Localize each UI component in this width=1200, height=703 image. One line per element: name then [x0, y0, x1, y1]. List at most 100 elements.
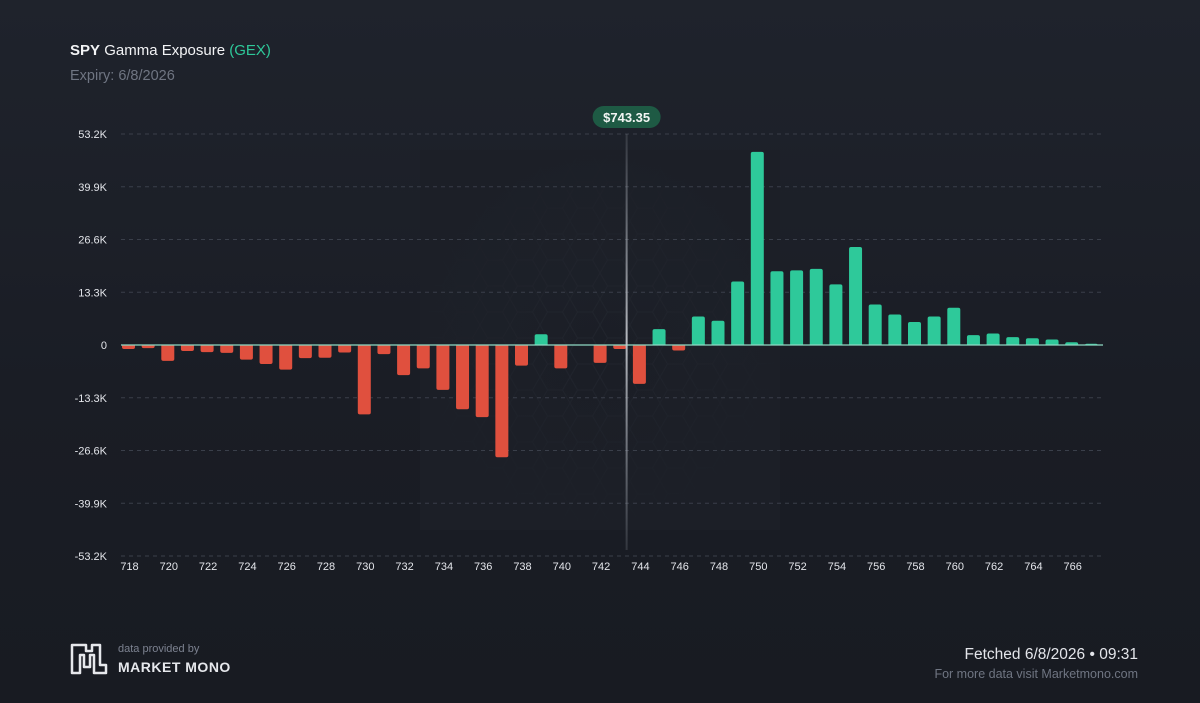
bar-749 — [731, 281, 745, 345]
x-tick-label: 720 — [160, 561, 178, 573]
bar-759 — [927, 316, 941, 345]
x-tick-label: 740 — [553, 561, 571, 573]
chart-title: SPY Gamma Exposure (GEX) — [70, 42, 271, 59]
bar-721 — [180, 345, 194, 351]
y-tick-label: 39.9K — [78, 182, 107, 194]
bar-747 — [691, 316, 705, 345]
bar-734 — [436, 345, 450, 390]
more-data-link[interactable]: For more data visit Marketmono.com — [934, 667, 1138, 681]
bar-732 — [397, 345, 411, 376]
bar-754 — [829, 284, 843, 345]
y-tick-label: 13.3K — [78, 287, 107, 299]
bar-722 — [200, 345, 214, 353]
bar-729 — [338, 345, 352, 353]
bar-748 — [711, 320, 725, 345]
bar-736 — [475, 345, 489, 418]
y-tick-label: -13.3K — [75, 393, 108, 405]
bar-746 — [672, 345, 686, 351]
bar-758 — [908, 321, 921, 345]
bar-753 — [809, 268, 823, 345]
bar-766 — [1065, 342, 1079, 345]
x-tick-label: 732 — [395, 561, 413, 573]
chart-header: SPY Gamma Exposure (GEX) Expiry: 6/8/202… — [70, 42, 271, 84]
bar-728 — [318, 345, 332, 358]
bar-727 — [298, 345, 312, 359]
bar-723 — [220, 345, 234, 353]
x-tick-label: 728 — [317, 561, 335, 573]
y-tick-label: 53.2K — [78, 129, 107, 141]
bar-738 — [515, 345, 528, 366]
x-tick-label: 724 — [238, 561, 256, 573]
x-tick-label: 722 — [199, 561, 217, 573]
gex-tag: (GEX) — [229, 42, 271, 59]
provided-by-label: data provided by — [118, 643, 200, 655]
bar-763 — [1006, 337, 1020, 345]
bar-735 — [456, 345, 470, 410]
x-tick-label: 718 — [120, 561, 138, 573]
ticker-symbol: SPY — [70, 42, 101, 59]
spot-price-badge: $743.35 — [592, 106, 661, 128]
bar-725 — [259, 345, 273, 365]
bar-718 — [122, 345, 135, 349]
x-tick-label: 742 — [592, 561, 610, 573]
x-tick-label: 762 — [985, 561, 1003, 573]
spot-price-label: $743.35 — [603, 110, 650, 125]
bar-751 — [770, 271, 784, 345]
bar-733 — [416, 345, 430, 369]
x-tick-label: 736 — [474, 561, 492, 573]
x-tick-label: 746 — [671, 561, 689, 573]
x-tick-label: 752 — [788, 561, 806, 573]
bar-743 — [613, 345, 627, 349]
bar-750 — [750, 151, 764, 345]
bar-724 — [239, 345, 253, 360]
bar-740 — [554, 345, 568, 369]
expiry-label: Expiry: 6/8/2026 — [70, 68, 175, 84]
x-tick-label: 756 — [867, 561, 885, 573]
y-tick-label: 0 — [101, 340, 107, 352]
x-tick-label: 764 — [1024, 561, 1042, 573]
hex-fade — [420, 150, 780, 530]
x-tick-label: 766 — [1064, 561, 1082, 573]
x-tick-label: 748 — [710, 561, 728, 573]
bar-757 — [888, 314, 902, 345]
x-tick-label: 758 — [906, 561, 924, 573]
x-tick-label: 734 — [435, 561, 453, 573]
bar-726 — [279, 345, 293, 370]
bar-752 — [790, 270, 804, 345]
bar-744 — [632, 345, 646, 384]
bar-730 — [357, 345, 371, 415]
y-tick-label: -39.9K — [75, 498, 108, 510]
brand-name: MARKET MONO — [118, 659, 231, 675]
bar-762 — [986, 333, 1000, 345]
x-tick-label: 730 — [356, 561, 374, 573]
x-tick-label: 754 — [828, 561, 846, 573]
y-tick-label: -53.2K — [75, 551, 108, 563]
bar-765 — [1045, 339, 1059, 345]
bar-760 — [947, 307, 961, 345]
title-text: Gamma Exposure — [104, 42, 226, 59]
market-mono-logo-icon — [70, 643, 108, 675]
x-tick-label: 760 — [946, 561, 964, 573]
bar-742 — [593, 345, 607, 363]
x-tick-label: 750 — [749, 561, 767, 573]
fetched-timestamp: Fetched 6/8/2026 • 09:31 — [964, 646, 1138, 663]
y-tick-label: -26.6K — [75, 446, 108, 458]
y-tick-label: 26.6K — [78, 235, 107, 247]
bar-731 — [377, 345, 391, 355]
spot-badge-bg — [592, 106, 661, 128]
footer-info: Fetched 6/8/2026 • 09:31 For more data v… — [934, 646, 1138, 681]
bar-755 — [849, 247, 863, 345]
x-tick-label: 744 — [631, 561, 649, 573]
bar-719 — [141, 345, 155, 349]
footer-brand: data provided by MARKET MONO — [70, 641, 231, 677]
x-tick-label: 726 — [278, 561, 296, 573]
bar-764 — [1025, 338, 1039, 345]
bar-756 — [868, 304, 882, 345]
bar-739 — [534, 334, 548, 345]
bar-720 — [161, 345, 175, 361]
x-tick-label: 738 — [513, 561, 531, 573]
bar-737 — [495, 345, 509, 458]
bar-761 — [966, 335, 980, 345]
spot-price-line — [625, 134, 628, 550]
